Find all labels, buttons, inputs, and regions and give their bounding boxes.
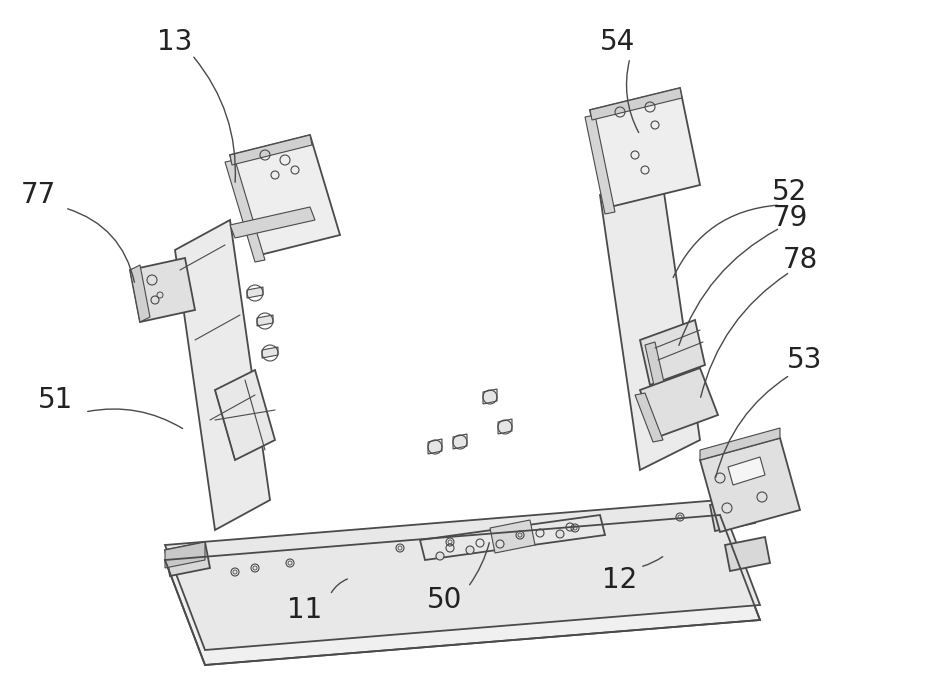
Polygon shape — [165, 500, 759, 650]
Text: 51: 51 — [38, 386, 73, 414]
Polygon shape — [165, 515, 759, 665]
Text: 78: 78 — [782, 246, 817, 274]
Polygon shape — [599, 165, 700, 470]
Polygon shape — [452, 434, 466, 449]
Polygon shape — [246, 287, 262, 298]
Polygon shape — [700, 428, 779, 460]
Polygon shape — [130, 265, 150, 322]
Text: 54: 54 — [599, 28, 635, 56]
Text: 13: 13 — [157, 28, 193, 56]
Text: 12: 12 — [601, 566, 637, 594]
Polygon shape — [589, 88, 700, 207]
Polygon shape — [229, 135, 340, 255]
Text: 52: 52 — [771, 178, 807, 206]
Polygon shape — [497, 419, 512, 434]
Text: 53: 53 — [786, 346, 822, 374]
Polygon shape — [165, 542, 205, 568]
Polygon shape — [727, 457, 765, 485]
Polygon shape — [229, 135, 312, 165]
Polygon shape — [634, 393, 663, 442]
Polygon shape — [639, 320, 704, 385]
Polygon shape — [724, 537, 769, 571]
Polygon shape — [225, 160, 264, 262]
Text: 79: 79 — [771, 204, 807, 232]
Polygon shape — [589, 88, 682, 120]
Polygon shape — [261, 347, 278, 358]
Polygon shape — [419, 515, 604, 560]
Polygon shape — [490, 520, 534, 553]
Circle shape — [555, 530, 564, 538]
Text: 77: 77 — [21, 181, 56, 209]
Polygon shape — [645, 342, 665, 390]
Polygon shape — [130, 258, 194, 322]
Polygon shape — [215, 370, 275, 460]
Polygon shape — [175, 220, 270, 530]
Circle shape — [435, 552, 444, 560]
Polygon shape — [428, 439, 442, 454]
Circle shape — [465, 546, 474, 554]
Polygon shape — [639, 368, 717, 437]
Polygon shape — [700, 438, 800, 532]
Text: 11: 11 — [287, 596, 322, 624]
Polygon shape — [229, 207, 314, 238]
Polygon shape — [709, 497, 754, 531]
Polygon shape — [257, 315, 273, 326]
Polygon shape — [165, 542, 210, 576]
Polygon shape — [482, 389, 497, 404]
Polygon shape — [584, 115, 615, 214]
Text: 50: 50 — [427, 586, 463, 614]
Circle shape — [496, 540, 503, 548]
